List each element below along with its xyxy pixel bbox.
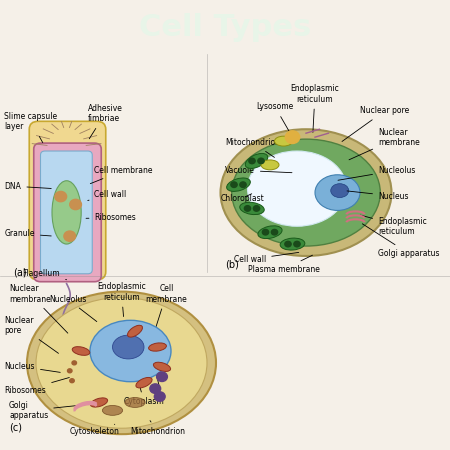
Ellipse shape xyxy=(315,175,360,211)
Ellipse shape xyxy=(136,378,152,388)
Ellipse shape xyxy=(240,202,264,215)
Circle shape xyxy=(70,379,74,382)
Ellipse shape xyxy=(90,320,171,382)
Text: Adhesive
fimbriae: Adhesive fimbriae xyxy=(88,104,122,139)
Circle shape xyxy=(285,131,300,144)
Text: Chloroplast: Chloroplast xyxy=(220,194,264,202)
Text: (b): (b) xyxy=(225,260,239,270)
Circle shape xyxy=(231,182,237,188)
Ellipse shape xyxy=(280,238,305,250)
Ellipse shape xyxy=(36,297,207,428)
Text: Endoplasmic
reticulum: Endoplasmic reticulum xyxy=(291,84,339,132)
Text: Golgi apparatus: Golgi apparatus xyxy=(362,224,440,258)
Circle shape xyxy=(70,199,81,210)
Text: Plasma membrane: Plasma membrane xyxy=(248,255,320,274)
Text: Cell membrane: Cell membrane xyxy=(90,166,153,184)
Text: Nucleus: Nucleus xyxy=(4,362,60,372)
Ellipse shape xyxy=(112,335,144,359)
Text: Flagellum: Flagellum xyxy=(22,269,67,280)
Text: Cell
membrane: Cell membrane xyxy=(146,284,187,327)
Circle shape xyxy=(262,230,269,235)
Ellipse shape xyxy=(90,398,108,407)
Text: Cytoskeleton: Cytoskeleton xyxy=(70,424,119,436)
Ellipse shape xyxy=(248,151,346,226)
Ellipse shape xyxy=(153,362,171,371)
Text: Nucleolus: Nucleolus xyxy=(49,294,97,322)
Text: Mitochondrion: Mitochondrion xyxy=(225,138,280,158)
Ellipse shape xyxy=(72,346,90,356)
Circle shape xyxy=(253,206,260,211)
Circle shape xyxy=(55,191,67,202)
FancyBboxPatch shape xyxy=(40,151,92,274)
Text: Nucleolus: Nucleolus xyxy=(338,166,415,180)
Text: Ribosomes: Ribosomes xyxy=(86,213,136,222)
Text: Cell wall: Cell wall xyxy=(234,252,299,264)
Text: Cell wall: Cell wall xyxy=(88,189,127,201)
Ellipse shape xyxy=(125,397,145,407)
Ellipse shape xyxy=(103,405,122,415)
Circle shape xyxy=(68,369,72,373)
Text: (c): (c) xyxy=(9,422,22,432)
Text: Golgi
apparatus: Golgi apparatus xyxy=(9,401,85,420)
Circle shape xyxy=(64,231,76,241)
Text: Nucleus: Nucleus xyxy=(347,191,409,201)
Text: Cell Types: Cell Types xyxy=(139,13,311,41)
Text: Nuclear pore: Nuclear pore xyxy=(342,106,409,141)
Text: Ribosomes: Ribosomes xyxy=(4,378,69,395)
Ellipse shape xyxy=(148,343,166,351)
Ellipse shape xyxy=(274,136,292,146)
Text: Lysosome: Lysosome xyxy=(256,103,294,135)
FancyBboxPatch shape xyxy=(34,143,101,282)
Ellipse shape xyxy=(127,325,143,337)
Circle shape xyxy=(258,158,264,164)
FancyBboxPatch shape xyxy=(29,122,106,280)
Ellipse shape xyxy=(245,153,268,168)
Text: Endoplasmic
reticulum: Endoplasmic reticulum xyxy=(360,215,427,236)
Ellipse shape xyxy=(232,139,380,246)
Ellipse shape xyxy=(258,226,282,239)
Text: Mitochondrion: Mitochondrion xyxy=(130,421,185,436)
Circle shape xyxy=(150,384,161,393)
Circle shape xyxy=(157,372,167,382)
Text: Granule: Granule xyxy=(4,229,51,238)
Circle shape xyxy=(294,241,300,247)
Circle shape xyxy=(249,158,255,164)
Circle shape xyxy=(240,182,246,188)
Ellipse shape xyxy=(27,292,216,434)
Circle shape xyxy=(271,230,278,235)
Ellipse shape xyxy=(331,184,349,198)
Text: (a): (a) xyxy=(14,268,27,278)
Circle shape xyxy=(285,241,291,247)
Text: Slime capsule
layer: Slime capsule layer xyxy=(4,112,58,143)
Text: Nuclear
membrane: Nuclear membrane xyxy=(349,128,420,160)
Text: Endoplasmic
reticulum: Endoplasmic reticulum xyxy=(97,282,146,316)
Ellipse shape xyxy=(227,178,250,191)
Text: Nuclear
membrane: Nuclear membrane xyxy=(9,284,68,333)
Ellipse shape xyxy=(220,129,392,256)
Text: Vacuole: Vacuole xyxy=(225,166,292,175)
Circle shape xyxy=(244,206,251,211)
Ellipse shape xyxy=(261,160,279,170)
Circle shape xyxy=(154,392,165,401)
Text: Cytoplasm: Cytoplasm xyxy=(124,379,164,406)
Circle shape xyxy=(72,361,76,365)
Text: Nuclear
pore: Nuclear pore xyxy=(4,316,59,353)
Text: DNA: DNA xyxy=(4,182,51,191)
Ellipse shape xyxy=(52,181,81,244)
Text: Lysosome: Lysosome xyxy=(130,336,167,386)
